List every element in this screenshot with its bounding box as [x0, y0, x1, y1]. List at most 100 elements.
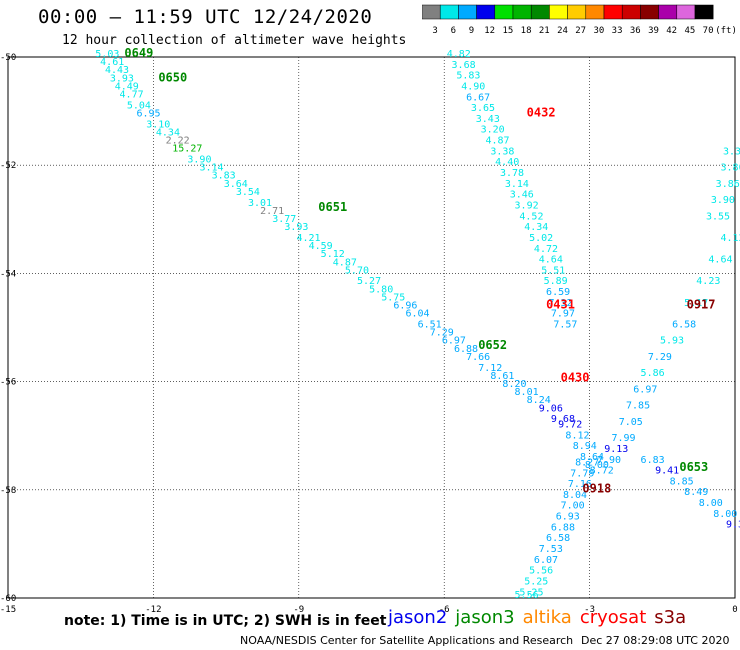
wave-height-value: 4.87: [333, 257, 357, 268]
grid-lines: [7, 56, 736, 599]
wave-height-value: 5.51: [541, 265, 565, 276]
pass-id-label: 0430: [561, 371, 590, 385]
wave-height-value: 6.93: [556, 512, 580, 523]
wave-height-value: 3.80: [721, 163, 740, 174]
wave-height-value: 3.78: [500, 168, 524, 179]
wave-height-value: 7.66: [466, 352, 490, 363]
wave-height-value: 7.85: [626, 401, 650, 412]
wave-height-value: 7.57: [553, 320, 577, 331]
wave-height-value: 5.56: [529, 566, 553, 577]
wave-height-value: 5.17: [684, 298, 708, 309]
satellite-cryosat: cryosat: [579, 607, 647, 628]
wave-height-value: 5.03: [95, 49, 119, 60]
wave-height-value: 4.61: [100, 57, 124, 68]
pass-id-label: 0652: [478, 338, 507, 352]
wave-height-value: 6.97: [633, 384, 657, 395]
wave-height-value: 7.79: [570, 468, 594, 479]
wave-height-value: 3.20: [481, 125, 505, 136]
wave-height-value: 4.82: [447, 49, 471, 60]
lat-tick-label: -50: [0, 53, 16, 63]
wave-height-value: 7.16: [568, 479, 592, 490]
wave-height-value: 6.96: [393, 301, 417, 312]
wave-height-value: 8.12: [565, 430, 589, 441]
wave-height-value: 2.22: [166, 136, 190, 147]
wave-height-value: 7.29: [430, 328, 454, 339]
wave-height-value: 4.52: [519, 211, 543, 222]
wave-height-value: 9.13: [604, 444, 628, 455]
wave-height-value: 6.88: [454, 344, 478, 355]
wave-height-value: 5.12: [321, 249, 345, 260]
wave-height-tracks: 5.034.614.433.934.494.775.046.953.104.34…: [95, 49, 740, 601]
wave-height-value: 7.53: [539, 544, 563, 555]
wave-height-value: 6.58: [672, 320, 696, 331]
legend-unit: (ft): [715, 26, 737, 36]
legend-label: 27: [575, 26, 586, 36]
wave-height-value: 4.40: [495, 157, 519, 168]
legend-label: 39: [648, 26, 659, 36]
footer-note: note: 1) Time is in UTC; 2) SWH is in fe…: [64, 613, 387, 629]
wave-height-value: 5.75: [381, 292, 405, 303]
wave-height-value: 3.86: [716, 179, 740, 190]
wave-height-value: 8.64: [580, 452, 604, 463]
wave-height-value: 7.99: [611, 433, 635, 444]
wave-height-value: 3.10: [146, 119, 170, 130]
pass-id-label: 0653: [679, 460, 708, 474]
wave-height-value: 8.72: [590, 466, 614, 477]
altimeter-map: -15 -12 -9 -6 -3 0 -50 -52 -54 -56 -58 -60 5.034.61…: [0, 46, 740, 615]
wave-height-value: 8.85: [670, 476, 694, 487]
wave-height-value: 3.31: [723, 146, 740, 157]
wave-height-value: 5.56: [515, 590, 539, 601]
wave-height-value: 3.90: [711, 195, 735, 206]
satellite-jason3: jason3: [455, 607, 515, 628]
wave-height-value: 4.12: [721, 233, 740, 244]
satellite-jason2: jason2: [388, 607, 448, 628]
legend-label: 24: [557, 26, 568, 36]
wave-height-value: 8.00: [699, 498, 723, 509]
wave-height-value: 3.65: [471, 103, 495, 114]
wave-height-value: 3.43: [476, 114, 500, 125]
wave-height-value: 4.64: [539, 255, 563, 266]
wave-height-value: 9.3: [726, 520, 740, 531]
legend-label: 21: [539, 26, 550, 36]
pass-id-label: 0918: [582, 482, 611, 496]
wave-height-value: 7.29: [648, 352, 672, 363]
wave-height-value: 7.12: [478, 363, 502, 374]
wave-height-value: 3.01: [248, 198, 272, 209]
pass-labels: 0649 0650 0651 0652 0653 0432 0431 0430 0917 0918: [124, 46, 715, 496]
wave-height-value: 6.58: [546, 533, 570, 544]
pass-id-label: 0431: [546, 298, 575, 312]
wave-height-value: 4.43: [105, 65, 129, 76]
wave-height-value: 8.00: [713, 509, 737, 520]
wave-height-value: 3.54: [236, 187, 260, 198]
wave-height-value: 4.21: [296, 233, 320, 244]
wave-height-value: 6.59: [546, 287, 570, 298]
wave-height-value: 3.92: [515, 200, 539, 211]
map-title: 00:00 – 11:59 UTC 12/24/2020: [38, 6, 373, 28]
wave-height-value: 6.04: [405, 309, 429, 320]
wave-height-value: 5.93: [660, 336, 684, 347]
wave-height-value: 3.83: [212, 171, 236, 182]
wave-height-value: 3.64: [224, 179, 248, 190]
wave-height-value: 4.87: [485, 136, 509, 147]
wave-height-value: 4.77: [120, 90, 144, 101]
legend-label: 36: [630, 26, 641, 36]
wave-height-value: 5.25: [524, 576, 548, 587]
wave-height-value: 3.93: [110, 73, 134, 84]
wave-height-value: 9.06: [539, 403, 563, 414]
wave-height-value: 6.83: [641, 455, 665, 466]
pass-id-label: 0917: [687, 298, 716, 312]
legend-swatch: [694, 4, 714, 20]
wave-height-value: 4.90: [461, 81, 485, 92]
wave-height-value: 5.02: [529, 233, 553, 244]
wave-height-value: 4.34: [524, 222, 548, 233]
lat-tick-label: -60: [0, 594, 16, 604]
wave-height-value: 8.04: [563, 490, 587, 501]
wave-height-value: 5.25: [519, 587, 543, 598]
wave-height-value: 9.72: [558, 420, 582, 431]
wave-height-value: 6.67: [466, 92, 490, 103]
wave-height-value: 8.27: [575, 457, 599, 468]
wave-height-value: 6.95: [137, 109, 161, 120]
legend-label: 3: [432, 26, 437, 36]
wave-height-value: 8.00: [585, 460, 609, 471]
lat-tick-label: -52: [0, 161, 16, 171]
